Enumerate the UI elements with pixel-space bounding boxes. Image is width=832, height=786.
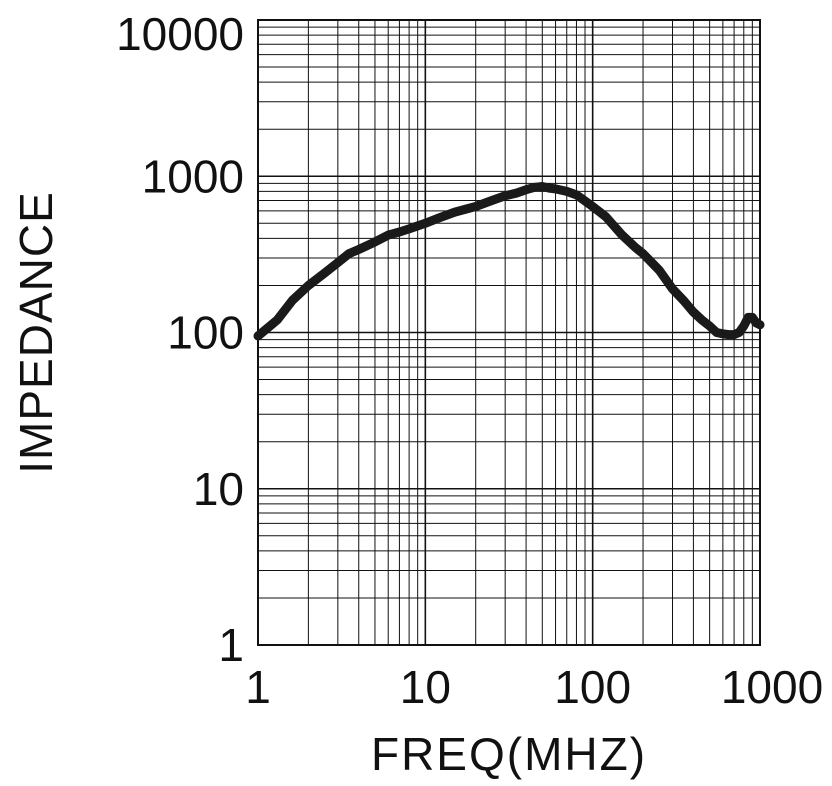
x-tick-label: 1 — [245, 661, 271, 713]
y-tick-label: 10 — [193, 463, 244, 515]
y-tick-label: 10000 — [116, 8, 244, 60]
series-layer — [253, 182, 765, 341]
grid — [258, 20, 760, 645]
y-tick-label: 1000 — [142, 150, 244, 202]
x-tick-label: 1000 — [721, 661, 823, 713]
x-axis-title: FREQ(MHZ) — [371, 728, 647, 780]
x-tick-label: 10 — [400, 661, 451, 713]
series-line-0 — [253, 182, 765, 341]
y-axis-title: IMPEDANCE — [10, 191, 62, 473]
tick-labels: 1 10 100 1000 1 10 100 1000 10000 — [116, 8, 823, 713]
x-tick-label: 100 — [554, 661, 631, 713]
y-tick-label: 100 — [167, 307, 244, 359]
y-tick-label: 1 — [218, 619, 244, 671]
